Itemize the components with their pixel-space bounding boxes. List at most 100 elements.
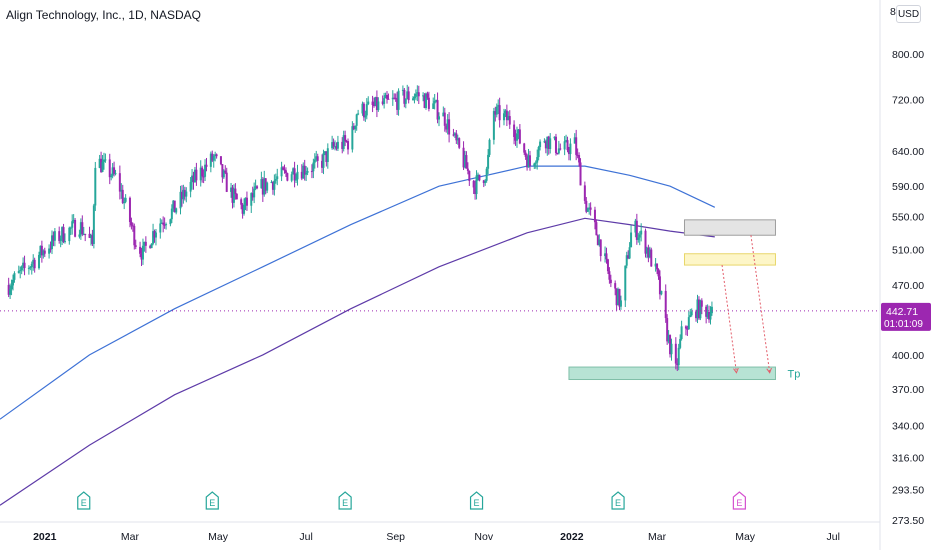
candle-body: [134, 245, 137, 247]
candle-body: [615, 288, 618, 306]
candle-body: [416, 92, 419, 94]
candle-body: [679, 338, 682, 348]
candle-body: [185, 191, 188, 197]
annotation-zones: [568, 219, 776, 381]
candle-body: [527, 155, 530, 168]
candle: [89, 233, 92, 246]
candle-body: [497, 105, 500, 107]
candle: [179, 185, 182, 215]
candle: [310, 164, 313, 179]
candle: [588, 203, 591, 215]
candle: [660, 290, 663, 296]
candle: [235, 193, 238, 200]
candle-body: [108, 159, 111, 178]
candle: [644, 228, 647, 258]
candle: [710, 301, 713, 316]
y-tick-label: 550.00: [892, 212, 924, 224]
candle-body: [91, 235, 94, 244]
candle: [456, 134, 459, 145]
zone-gray: [683, 219, 776, 236]
candle-body: [27, 267, 30, 269]
candle-body: [367, 101, 370, 105]
candle: [604, 246, 607, 263]
candle-body: [640, 230, 643, 235]
candle-body: [271, 181, 274, 190]
candle-body: [373, 105, 376, 107]
candle: [396, 91, 399, 115]
candle-body: [465, 155, 468, 169]
candle-body: [189, 181, 192, 192]
candle-body: [48, 248, 51, 254]
candle-body: [84, 233, 87, 235]
candle: [325, 151, 328, 167]
candle-body: [484, 180, 487, 184]
candle-body: [225, 172, 228, 192]
candle: [468, 170, 471, 186]
candle-body: [436, 100, 439, 120]
candle-body: [251, 193, 254, 198]
candle-body: [686, 328, 689, 330]
candle: [292, 167, 295, 175]
candle: [615, 288, 618, 311]
candle: [502, 108, 505, 126]
candle-body: [334, 146, 337, 148]
candle-body: [123, 201, 126, 204]
candle: [134, 239, 137, 250]
candle: [211, 150, 214, 163]
candle: [195, 162, 198, 186]
candle-body: [518, 129, 521, 144]
candle: [614, 280, 617, 296]
candle: [124, 194, 127, 204]
candle: [573, 133, 576, 144]
candle: [295, 173, 298, 184]
candle-body: [144, 241, 147, 246]
candle: [180, 185, 183, 207]
candle-body: [476, 174, 479, 176]
candle: [118, 165, 121, 200]
candle: [263, 170, 266, 197]
candle: [52, 231, 55, 247]
candle: [472, 179, 475, 195]
candle-body: [316, 156, 319, 161]
candle: [219, 156, 222, 166]
candle: [20, 265, 23, 275]
candle-body: [230, 187, 233, 192]
candle: [648, 246, 651, 259]
candle-body: [274, 179, 277, 181]
candle-body: [463, 155, 466, 168]
candle-body: [700, 300, 703, 307]
candle: [7, 277, 10, 298]
candle: [313, 153, 316, 169]
candle: [141, 238, 144, 265]
candle-body: [426, 93, 429, 98]
candle-body: [393, 97, 396, 99]
candle-body: [605, 253, 608, 260]
candle-body: [310, 171, 313, 173]
candle: [323, 151, 326, 156]
candle: [283, 164, 286, 174]
candle-body: [708, 312, 711, 320]
candle: [596, 234, 599, 246]
candle: [495, 103, 498, 118]
candle: [48, 244, 51, 259]
candle-body: [296, 171, 299, 180]
candle: [312, 158, 315, 179]
candle: [361, 101, 364, 116]
candle: [9, 283, 12, 299]
candle: [517, 129, 520, 140]
candle: [302, 162, 305, 179]
candle: [27, 265, 30, 275]
candle-body: [413, 96, 416, 99]
candle: [201, 165, 204, 183]
candle-body: [452, 134, 455, 136]
y-tick-label: 470.00: [892, 280, 924, 292]
candle-body: [453, 133, 456, 136]
candle: [436, 92, 439, 124]
candle-body: [696, 299, 699, 319]
currency-button[interactable]: USD: [896, 5, 921, 23]
candle: [453, 132, 456, 138]
candle: [697, 296, 700, 320]
candle: [619, 295, 622, 310]
candle-body: [49, 248, 52, 250]
